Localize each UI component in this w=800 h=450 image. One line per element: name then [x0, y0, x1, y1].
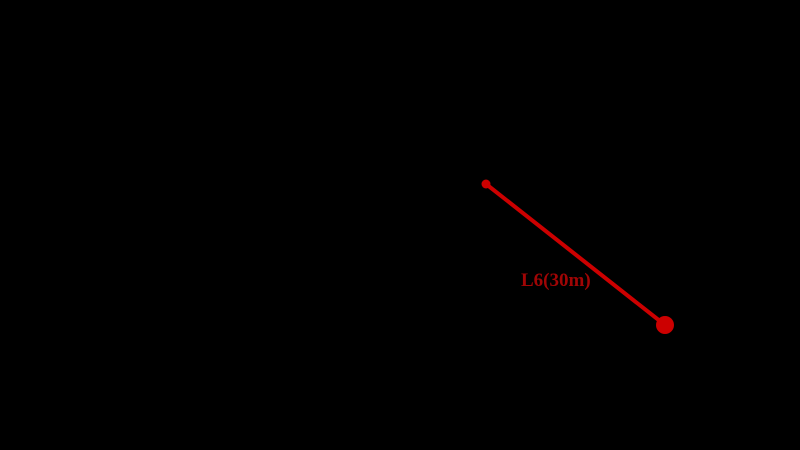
segment-label-l6: L6(30m)	[521, 270, 591, 291]
segment-start-node-l6[interactable]	[481, 179, 491, 189]
segment-line-l6[interactable]	[484, 182, 667, 327]
segment-end-node-l6[interactable]	[656, 316, 674, 334]
segment-group-l6[interactable]: L6(30m)	[481, 179, 675, 335]
